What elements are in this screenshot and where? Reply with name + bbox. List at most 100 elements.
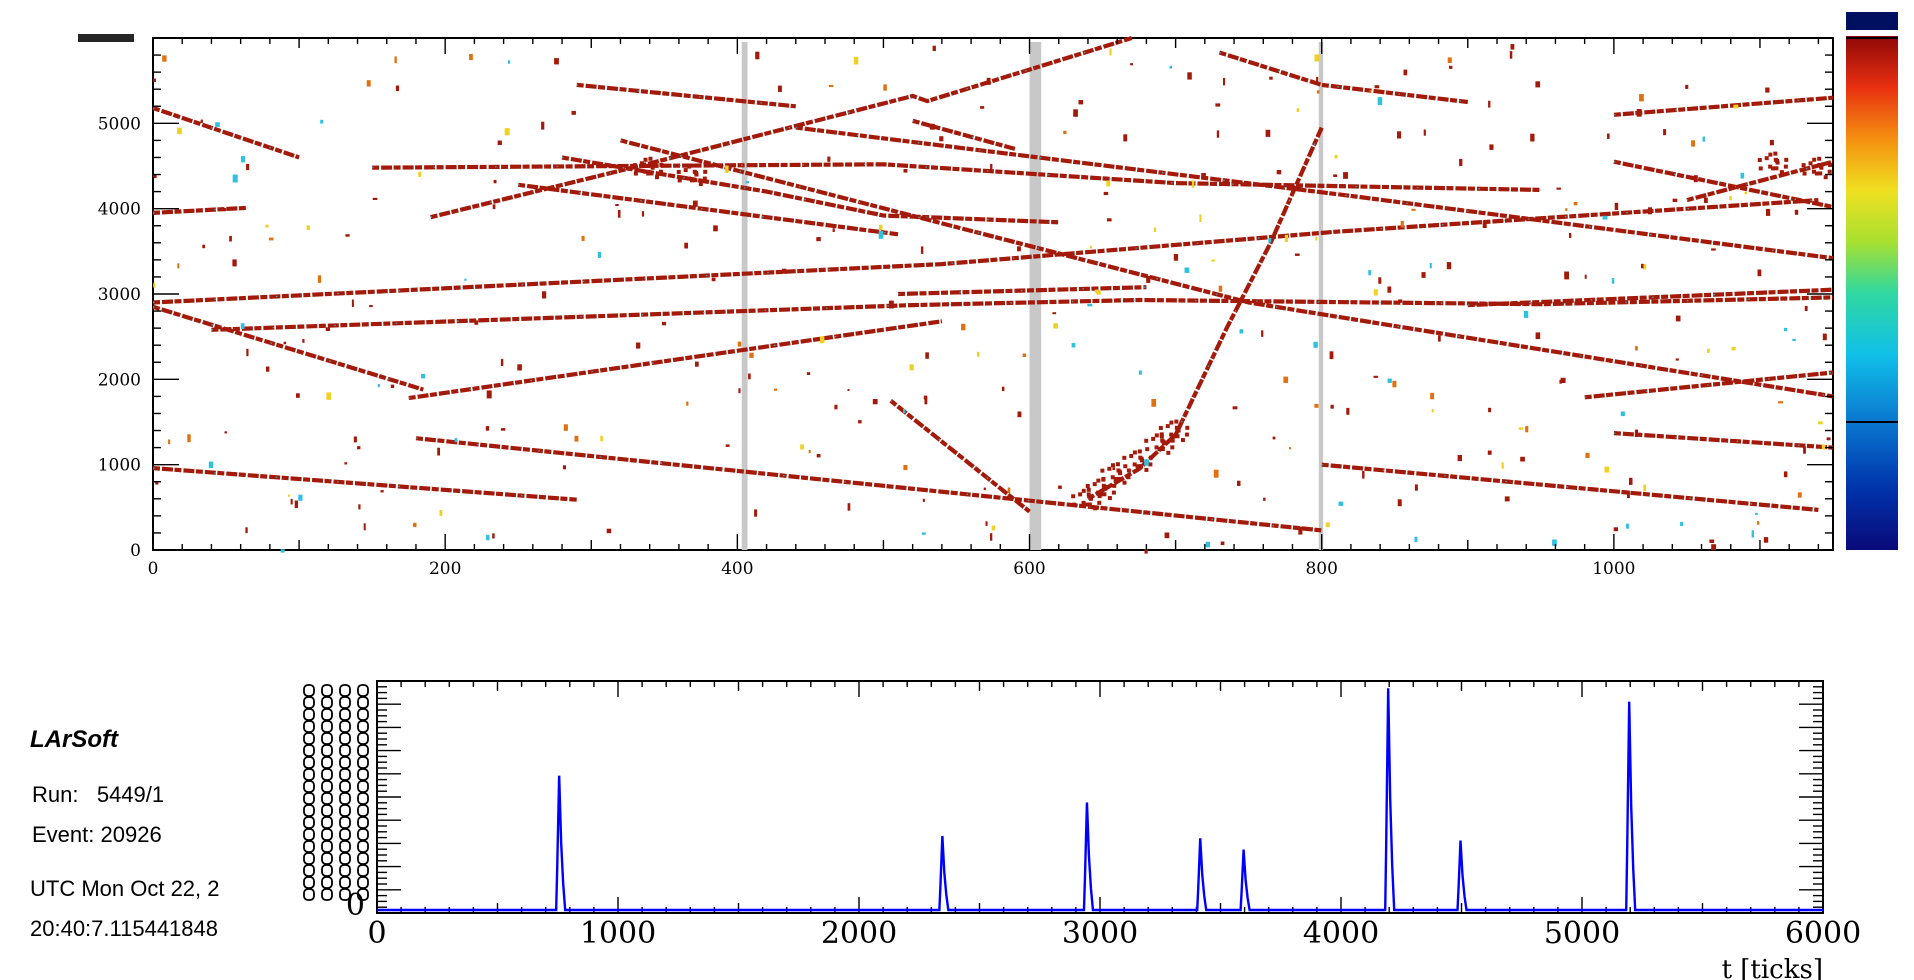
noise-hit [1184, 267, 1190, 273]
noise-hit [1430, 392, 1435, 400]
noise-hit [986, 77, 991, 85]
noise-hit [606, 528, 612, 534]
event-label: Event: [32, 822, 95, 847]
noise-hit [800, 444, 804, 450]
noise-hit [344, 462, 348, 465]
wf-overlap-glyph [321, 696, 333, 709]
wf-overlap-glyph [357, 708, 369, 721]
noise-hit [1707, 348, 1710, 353]
shower-hit [1768, 152, 1773, 157]
noise-hit [1821, 444, 1826, 450]
noise-hit [1613, 527, 1618, 532]
noise-hit [1374, 85, 1380, 89]
noise-hit [1482, 221, 1487, 228]
shower-hit [1126, 475, 1131, 480]
noise-hit [1804, 305, 1808, 311]
noise-hit [1191, 180, 1195, 188]
noise-hit [1414, 484, 1418, 491]
noise-hit [1368, 270, 1371, 276]
noise-hit [454, 438, 457, 443]
noise-hit [1017, 411, 1022, 418]
shower-hit [1116, 468, 1121, 473]
track-15 [912, 118, 1016, 151]
waveform-plot[interactable]: 0 1000 2000 3000 4000 5000 6000 0 t [ticks] [303, 680, 1861, 980]
shower-hit [1773, 151, 1778, 156]
noise-hit [921, 532, 926, 535]
noise-hit [232, 174, 238, 183]
wf-overlap-glyph [339, 792, 351, 805]
shower-hit [1817, 156, 1822, 161]
noise-hit [828, 85, 834, 88]
noise-hit [1602, 215, 1608, 220]
wf-x-tick-label: 0 [367, 916, 386, 951]
shower-hit [1160, 447, 1165, 452]
noise-hit [1510, 44, 1515, 50]
track-20 [1321, 462, 1819, 512]
dead-band-0 [741, 42, 748, 550]
wf-overlap-glyph [339, 804, 351, 817]
wf-overlap-glyph [321, 852, 333, 865]
noise-hit [246, 163, 250, 171]
shower-hit [1180, 438, 1185, 443]
wf-overlap-glyph [321, 876, 333, 889]
noise-hit [1239, 329, 1244, 334]
shower-hit [1145, 447, 1150, 452]
noise-hit [816, 237, 821, 242]
noise-hit [684, 242, 688, 249]
run-value: 5449/1 [96, 782, 165, 807]
noise-hit [1729, 196, 1732, 201]
track-4 [152, 466, 577, 502]
wf-overlap-glyph [303, 804, 315, 817]
noise-hit [486, 534, 490, 541]
noise-hit [155, 482, 159, 485]
noise-hit [1636, 109, 1642, 117]
shower-hit [1160, 438, 1165, 443]
color-scale[interactable] [1846, 12, 1898, 550]
noise-hit [1711, 248, 1716, 251]
noise-hit [600, 435, 603, 442]
dead-wire-bands [741, 42, 1324, 550]
noise-hit [1530, 133, 1535, 142]
shower-hit [1170, 438, 1175, 443]
noise-hit [1063, 130, 1067, 135]
wire-time-heatmap[interactable]: 0 200 400 600 800 1000 0 1000 2000 3000 4000 5000 [78, 34, 1834, 579]
shower-hit [1097, 500, 1102, 505]
noise-hit [1261, 330, 1264, 337]
wf-overlap-glyph [321, 684, 333, 697]
noise-hit [1073, 109, 1078, 117]
noise-hit [1614, 202, 1619, 210]
noise-hit [1265, 129, 1271, 137]
noise-hit [1693, 175, 1698, 183]
noise-hit [1058, 485, 1062, 489]
shower-hit [1159, 434, 1164, 439]
noise-hit [1639, 94, 1644, 102]
noise-hit [1501, 462, 1504, 469]
shower-hit [1093, 506, 1098, 511]
wf-overlap-glyph [357, 876, 369, 889]
noise-hit [1535, 332, 1541, 340]
noise-hit [1154, 227, 1157, 232]
noise-hit [302, 339, 305, 343]
track-16-lowq [897, 286, 1147, 295]
noise-hit [1635, 346, 1638, 351]
wf-x-tick-label: 5000 [1544, 916, 1620, 951]
shower-hit [677, 178, 682, 183]
noise-hit [485, 426, 490, 431]
x-tick-label: 800 [1305, 559, 1337, 579]
shower-hit [1107, 466, 1112, 471]
noise-hit [1675, 358, 1679, 361]
wf-x-tick-label: 4000 [1303, 916, 1379, 951]
wf-overlap-glyph [321, 780, 333, 793]
shower-hit [1773, 157, 1778, 162]
wf-overlap-glyph [321, 792, 333, 805]
shower-hit [639, 161, 644, 166]
noise-hit [1263, 497, 1266, 501]
noise-hit [1314, 403, 1319, 408]
noise-hit [1826, 437, 1831, 441]
waveform-frame [376, 680, 1824, 914]
shower-hit [1157, 447, 1162, 452]
shower-hit [1102, 492, 1107, 497]
noise-hit [390, 384, 395, 388]
shower-hit [1828, 162, 1833, 167]
noise-hit [542, 291, 547, 299]
